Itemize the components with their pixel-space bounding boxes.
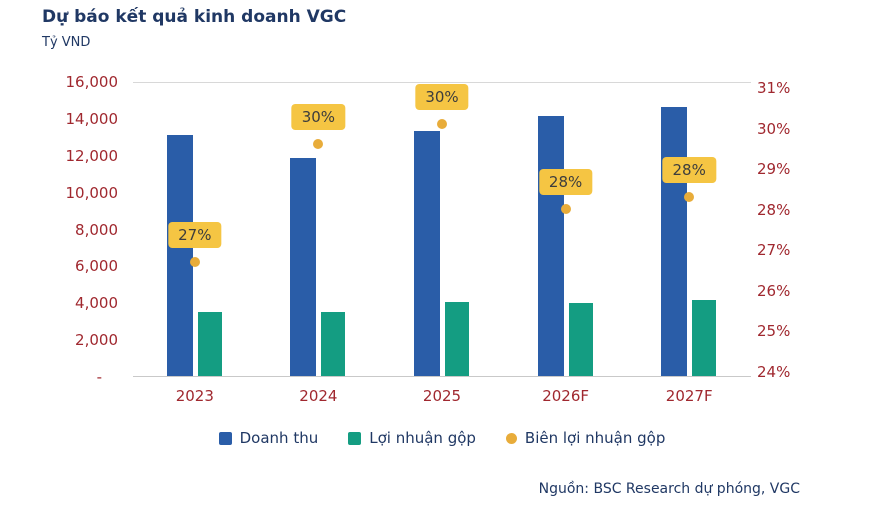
right-axis-tick: 27% — [757, 241, 791, 260]
plot-area: 27% 30% 30% 28% 28% — [133, 82, 751, 377]
legend-item-margin: Biên lợi nhuận gộp — [505, 429, 666, 447]
x-axis-tick: 2024 — [299, 387, 338, 405]
gross-profit-bar — [692, 300, 717, 376]
revenue-bar — [166, 134, 193, 376]
left-axis-tick: 10,000 — [65, 183, 119, 202]
legend-label-gross-profit: Lợi nhuận gộp — [369, 429, 476, 447]
right-axis-tick: 31% — [757, 79, 791, 97]
gross-profit-bar — [197, 311, 222, 376]
revenue-bar — [537, 116, 564, 376]
left-axis-tick: 14,000 — [65, 109, 119, 128]
left-axis-tick: 8,000 — [75, 220, 118, 239]
gross-profit-bar — [445, 302, 469, 376]
legend: Doanh thu Lợi nhuận gộp Biên lợi nhuận gộp — [133, 429, 751, 447]
right-axis-tick: 30% — [757, 119, 791, 138]
revenue-legend-marker-icon — [218, 431, 232, 445]
left-axis-tick: 12,000 — [65, 146, 119, 165]
left-axis-tick: 4,000 — [75, 294, 118, 313]
right-axis-tick: 25% — [757, 322, 791, 341]
margin-legend-marker-icon — [505, 432, 517, 444]
legend-label-margin: Biên lợi nhuận gộp — [524, 429, 666, 447]
axis-unit-label: Tỷ VND — [42, 35, 91, 50]
x-axis: 2023 2024 2025 2026F 2027F — [133, 387, 751, 411]
revenue-bar — [414, 130, 440, 376]
left-axis: 16,000 14,000 12,000 10,000 8,000 6,000 4,000 2… — [28, 73, 119, 386]
x-axis-tick: 2023 — [175, 387, 214, 405]
margin-data-label: 30% — [291, 103, 346, 130]
margin-data-label: 27% — [168, 221, 222, 248]
revenue-bar — [290, 158, 317, 376]
gross-profit-bar — [321, 311, 346, 376]
x-axis-tick: 2027F — [665, 387, 713, 405]
chart-title: Dự báo kết quả kinh doanh VGC — [42, 7, 347, 27]
right-axis-tick: 26% — [757, 281, 791, 300]
revenue-bar — [661, 106, 688, 376]
margin-point — [313, 138, 324, 149]
right-axis: 31% 30% 29% 28% 27% 26% 25% 24% — [757, 79, 827, 381]
left-axis-tick: 6,000 — [75, 257, 118, 276]
legend-label-revenue: Doanh thu — [239, 429, 319, 447]
gross-profit-legend-marker-icon — [348, 431, 362, 445]
right-axis-tick: 24% — [757, 363, 791, 381]
legend-item-revenue: Doanh thu — [218, 429, 319, 447]
margin-point — [560, 203, 571, 214]
x-axis-tick: 2025 — [422, 387, 462, 405]
right-axis-tick: 29% — [757, 160, 791, 179]
left-axis-tick: 16,000 — [65, 73, 119, 91]
x-axis-tick: 2026F — [542, 387, 589, 405]
gross-profit-bar — [568, 303, 593, 376]
margin-point — [437, 118, 447, 129]
left-axis-tick: - — [96, 368, 102, 386]
margin-point — [684, 191, 695, 202]
margin-data-label: 30% — [415, 83, 469, 110]
left-axis-tick: 2,000 — [75, 331, 118, 350]
right-axis-tick: 28% — [757, 200, 791, 219]
margin-point — [189, 256, 200, 267]
source-note: Nguồn: BSC Research dự phóng, VGC — [538, 481, 800, 497]
margin-data-label: 28% — [662, 156, 716, 183]
margin-data-label: 28% — [538, 168, 593, 195]
legend-item-gross-profit: Lợi nhuận gộp — [348, 429, 476, 447]
